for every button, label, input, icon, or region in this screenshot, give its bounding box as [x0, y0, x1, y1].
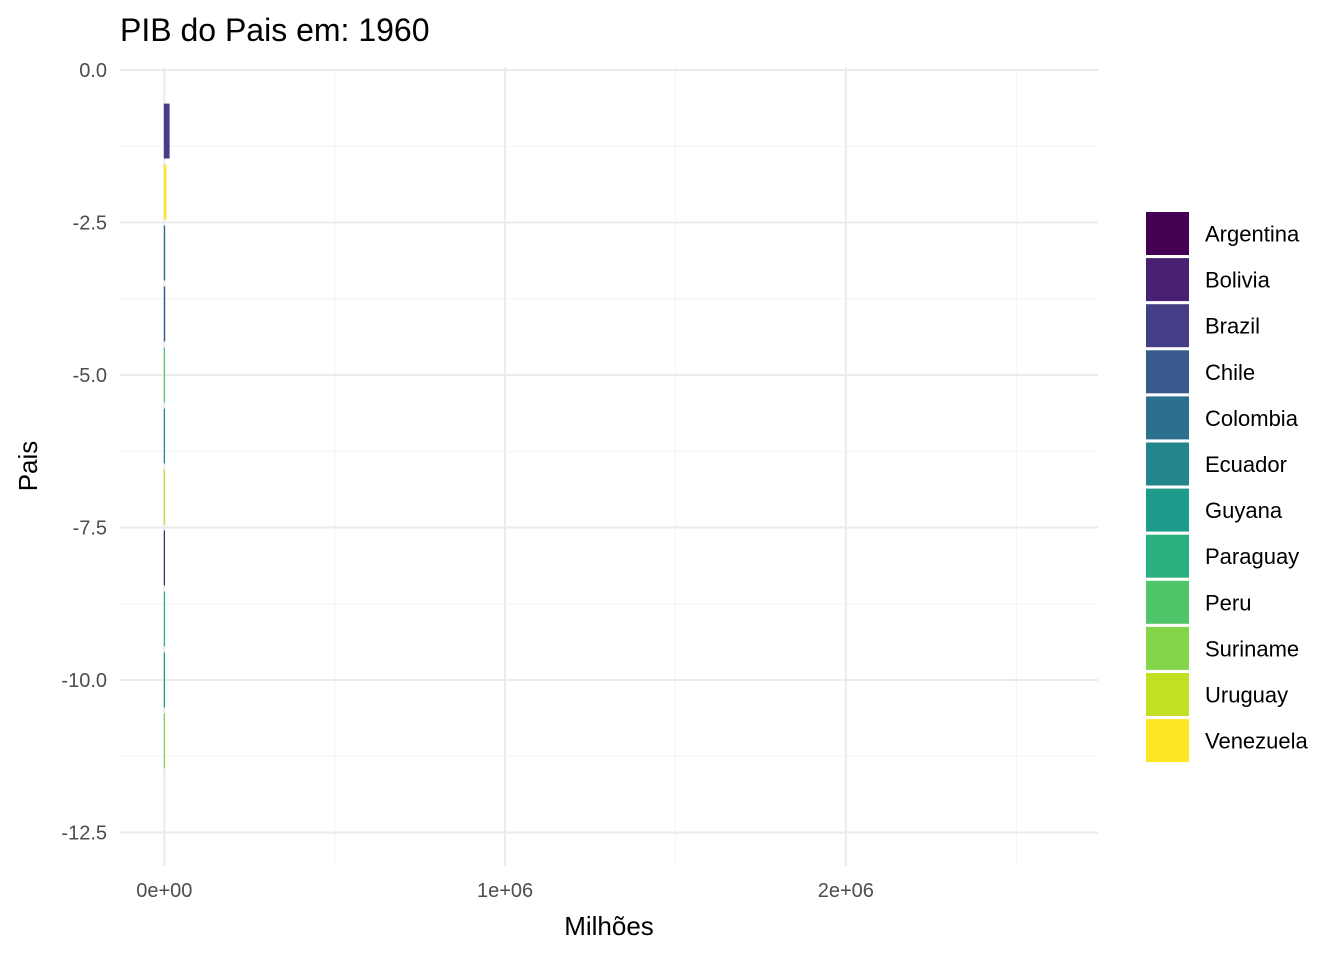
- legend-label-ecuador: Ecuador: [1205, 452, 1287, 477]
- bar-colombia: [163, 225, 166, 281]
- legend-key-uruguay: [1146, 673, 1189, 716]
- bar-paraguay: [163, 591, 165, 647]
- legend-label-argentina: Argentina: [1205, 222, 1300, 247]
- x-tick-label: 0e+00: [136, 880, 192, 902]
- legend-key-peru: [1146, 580, 1189, 624]
- bar-venezuela: [163, 164, 167, 220]
- y-tick-label: -5.0: [73, 365, 107, 387]
- legend-label-venezuela: Venezuela: [1205, 729, 1309, 754]
- legend-label-paraguay: Paraguay: [1205, 544, 1299, 569]
- legend-label-suriname: Suriname: [1205, 636, 1299, 661]
- bar-series: [163, 103, 170, 769]
- y-axis-title: Pais: [13, 441, 43, 492]
- bar-chile: [163, 286, 166, 342]
- legend-label-uruguay: Uruguay: [1205, 683, 1288, 708]
- bar-peru: [163, 347, 165, 403]
- legend-key-ecuador: [1146, 442, 1189, 486]
- x-tick-label: 1e+06: [477, 880, 533, 902]
- legend-key-venezuela: [1146, 719, 1189, 763]
- y-tick-label: -10.0: [61, 670, 107, 692]
- legend-label-chile: Chile: [1205, 360, 1255, 385]
- y-axis-ticks: 0.0 -2.5 -5.0 -7.5 -10.0 -12.5: [61, 60, 107, 844]
- x-tick-label: 2e+06: [818, 880, 874, 902]
- legend-key-paraguay: [1146, 534, 1189, 578]
- chart-title: PIB do Pais em: 1960: [120, 12, 430, 48]
- legend-key-colombia: [1146, 396, 1189, 440]
- legend-label-brazil: Brazil: [1205, 314, 1260, 339]
- legend-label-colombia: Colombia: [1205, 406, 1299, 431]
- legend-key-brazil: [1146, 304, 1189, 348]
- y-tick-label: -12.5: [61, 822, 107, 844]
- legend-key-chile: [1146, 350, 1189, 394]
- y-tick-label: -2.5: [73, 213, 107, 235]
- legend-label-bolivia: Bolivia: [1205, 268, 1271, 293]
- legend-label-guyana: Guyana: [1205, 498, 1283, 523]
- legend-key-suriname: [1146, 626, 1189, 670]
- bar-guyana: [163, 652, 165, 708]
- plot-grid: [120, 67, 1098, 866]
- bar-ecuador: [163, 408, 165, 464]
- x-axis-ticks: 0e+00 1e+06 2e+06: [136, 880, 874, 902]
- x-axis-title: Milhões: [564, 911, 654, 941]
- bar-uruguay: [163, 469, 165, 525]
- legend-key-bolivia: [1146, 258, 1189, 302]
- bar-bolivia: [163, 530, 165, 586]
- legend: Argentina Bolivia Brazil Chile Colombia Ecuad…: [1146, 212, 1309, 763]
- bar-suriname: [163, 713, 165, 769]
- y-tick-label: 0.0: [79, 60, 107, 82]
- y-tick-label: -7.5: [73, 517, 107, 539]
- legend-key-guyana: [1146, 488, 1189, 532]
- bar-brazil: [163, 103, 170, 159]
- legend-key-argentina: [1146, 212, 1189, 255]
- legend-label-peru: Peru: [1205, 590, 1251, 615]
